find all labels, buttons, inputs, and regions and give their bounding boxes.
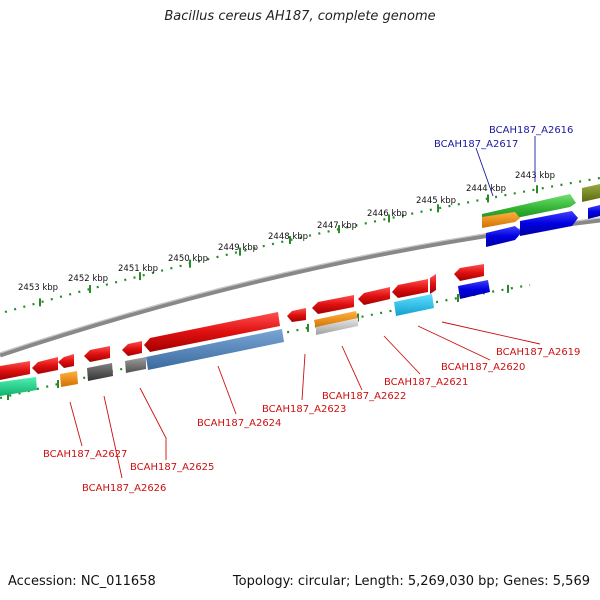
tick-label: 2451 kbp	[118, 264, 158, 274]
gene-feature	[146, 329, 284, 370]
topology-text: Topology: circular; Length: 5,269,030 bp…	[232, 574, 590, 589]
gene-feature	[60, 371, 78, 387]
gene-label-a2620: BCAH187_A2620	[441, 362, 525, 373]
gene-feature	[392, 279, 428, 298]
gene-feature	[122, 341, 142, 356]
gene-label-a2617: BCAH187_A2617	[434, 139, 518, 150]
gene-feature	[58, 354, 74, 368]
leader-lines	[69, 136, 541, 479]
gene-feature	[287, 308, 306, 322]
gene-feature	[125, 357, 146, 373]
tick-label: 2444 kbp	[466, 184, 506, 194]
gene-feature	[486, 226, 522, 247]
gene-feature	[482, 212, 520, 228]
gene-label-a2624: BCAH187_A2624	[197, 418, 281, 429]
gene-label-a2627: BCAH187_A2627	[43, 449, 127, 460]
gene-feature	[0, 361, 30, 380]
tick-label: 2453 kbp	[18, 283, 58, 293]
gene-label-a2619: BCAH187_A2619	[496, 347, 580, 358]
tick-label: 2446 kbp	[367, 209, 407, 219]
genome-title: Bacillus cereus AH187, complete genome	[164, 9, 436, 24]
gene-label-a2621: BCAH187_A2621	[384, 377, 468, 388]
gene-feature	[588, 205, 600, 219]
gene-feature	[144, 312, 280, 352]
tick-label: 2448 kbp	[268, 232, 308, 242]
gene-label-a2625: BCAH187_A2625	[130, 462, 214, 473]
gene-feature	[316, 318, 358, 335]
gene-feature	[458, 280, 490, 299]
forward-strand-genes	[482, 184, 600, 247]
upper-tick-ruler	[4, 176, 600, 314]
gene-feature	[430, 274, 436, 294]
tick-label: 2445 kbp	[416, 196, 456, 206]
tick-label: 2447 kbp	[317, 221, 357, 231]
accession-text: Accession: NC_011658	[8, 574, 156, 589]
gene-feature	[312, 295, 354, 314]
gene-feature	[32, 357, 58, 374]
gene-label-a2616: BCAH187_A2616	[489, 125, 573, 136]
gene-feature	[358, 287, 390, 305]
gene-labels: BCAH187_A2616 BCAH187_A2617 BCAH187_A261…	[43, 125, 580, 494]
gene-label-a2622: BCAH187_A2622	[322, 391, 406, 402]
gene-feature	[454, 264, 484, 281]
gene-feature	[582, 184, 600, 202]
tick-label: 2450 kbp	[168, 254, 208, 264]
gene-feature	[87, 363, 113, 381]
gene-feature	[314, 311, 358, 329]
tick-label: 2452 kbp	[68, 274, 108, 284]
gene-feature	[520, 211, 578, 236]
gene-feature	[0, 377, 37, 396]
gene-feature	[394, 294, 434, 316]
gene-label-a2626: BCAH187_A2626	[82, 483, 166, 494]
gene-feature	[84, 346, 110, 362]
reverse-strand-genes	[0, 264, 490, 396]
tick-label: 2449 kbp	[218, 243, 258, 253]
gene-label-a2623: BCAH187_A2623	[262, 404, 346, 415]
